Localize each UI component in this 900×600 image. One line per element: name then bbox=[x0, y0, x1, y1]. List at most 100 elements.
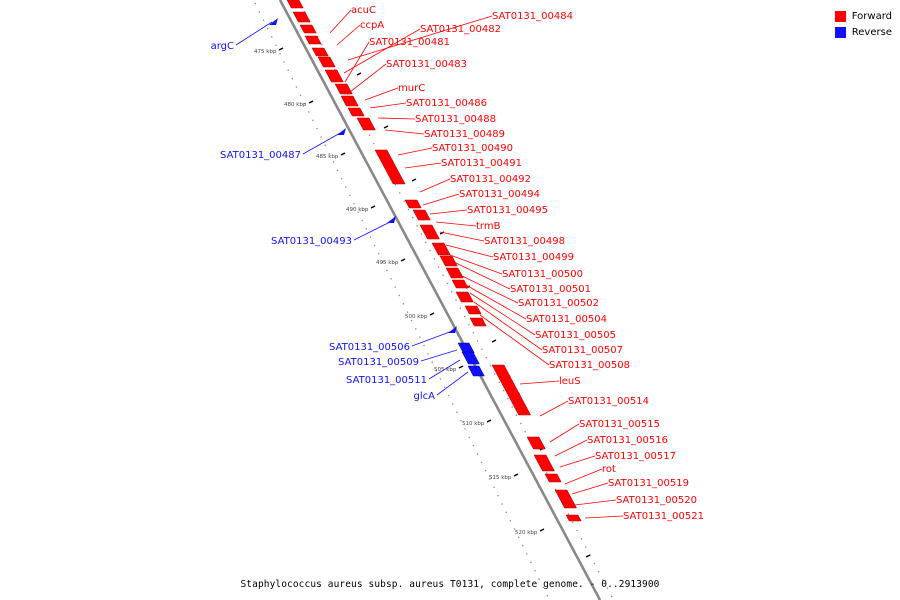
kbp-tick-mark bbox=[411, 178, 417, 182]
forward-gene-block bbox=[455, 291, 474, 303]
forward-gene-block bbox=[286, 0, 304, 9]
forward-gene-label-sat0131-00481: SAT0131_00481 bbox=[369, 37, 450, 48]
forward-gene-label-sat0131-00501: SAT0131_00501 bbox=[510, 284, 591, 295]
forward-gene-label-sat0131-00517: SAT0131_00517 bbox=[595, 451, 676, 462]
forward-gene-label-sat0131-00498: SAT0131_00498 bbox=[484, 236, 565, 247]
forward-swatch bbox=[834, 10, 846, 22]
forward-gene-block bbox=[419, 224, 440, 240]
forward-gene-block bbox=[526, 436, 546, 450]
kbp-tick-label: 515 kbp bbox=[489, 475, 512, 481]
forward-gene-label-acuc: acuC bbox=[351, 5, 376, 16]
forward-gene-block bbox=[356, 117, 376, 131]
forward-gene-label-ccpa: ccpA bbox=[360, 20, 384, 31]
forward-gene-callout bbox=[343, 28, 421, 74]
forward-gene-block bbox=[347, 107, 365, 117]
forward-gene-callout bbox=[479, 314, 550, 366]
forward-gene-block bbox=[445, 267, 464, 279]
forward-gene-block bbox=[292, 11, 311, 23]
forward-gene-callout bbox=[377, 117, 416, 120]
reverse-gene-label-sat0131-00487: SAT0131_00487 bbox=[220, 150, 301, 161]
forward-gene-block bbox=[491, 364, 532, 416]
reverse-gene-callout bbox=[302, 131, 343, 155]
forward-gene-label-sat0131-00508: SAT0131_00508 bbox=[549, 360, 630, 371]
forward-gene-callout bbox=[519, 380, 560, 385]
legend-reverse: Reverse bbox=[834, 24, 892, 40]
forward-gene-callout bbox=[404, 162, 442, 169]
forward-gene-block bbox=[304, 35, 322, 45]
forward-gene-label-trmb: trmB bbox=[476, 221, 501, 232]
kbp-tick-mark bbox=[370, 205, 376, 209]
forward-gene-callout bbox=[584, 515, 624, 519]
forward-gene-callout bbox=[574, 499, 617, 506]
legend-forward: Forward bbox=[834, 8, 892, 24]
forward-gene-block bbox=[311, 47, 329, 57]
forward-gene-callout bbox=[384, 129, 425, 135]
forward-gene-block bbox=[431, 242, 451, 256]
reverse-gene-callout bbox=[428, 359, 461, 380]
kbp-tick-mark bbox=[486, 419, 492, 423]
reverse-gene-label-glca: glcA bbox=[414, 391, 436, 402]
forward-gene-callout bbox=[473, 301, 543, 351]
reverse-gene-arrow bbox=[448, 326, 457, 333]
forward-gene-block bbox=[334, 83, 353, 95]
reverse-gene-label-sat0131-00509: SAT0131_00509 bbox=[338, 357, 419, 368]
kbp-tick-label: 480 kbp bbox=[284, 102, 307, 108]
forward-gene-block bbox=[299, 24, 317, 34]
forward-gene-callout bbox=[364, 87, 399, 101]
forward-gene-label-sat0131-00499: SAT0131_00499 bbox=[493, 252, 574, 263]
forward-gene-label-sat0131-00494: SAT0131_00494 bbox=[459, 189, 540, 200]
legend-forward-label: Forward bbox=[851, 10, 892, 22]
forward-gene-callout bbox=[439, 231, 485, 242]
legend: Forward Reverse bbox=[834, 8, 892, 40]
forward-gene-callout bbox=[539, 400, 569, 417]
forward-gene-block bbox=[412, 209, 431, 221]
forward-gene-callout bbox=[419, 178, 451, 193]
reverse-gene-block bbox=[461, 351, 480, 365]
forward-gene-callout bbox=[559, 455, 596, 468]
forward-gene-callout bbox=[422, 193, 460, 206]
reverse-gene-label-sat0131-00511: SAT0131_00511 bbox=[346, 375, 427, 386]
forward-gene-block bbox=[439, 255, 458, 267]
kbp-tick-label: 490 kbp bbox=[346, 207, 369, 213]
reverse-gene-block bbox=[467, 365, 485, 377]
reverse-gene-callout bbox=[411, 329, 456, 347]
forward-gene-label-sat0131-00504: SAT0131_00504 bbox=[526, 314, 607, 325]
forward-gene-callout bbox=[336, 24, 361, 46]
forward-gene-callout bbox=[429, 209, 468, 215]
reverse-gene-label-sat0131-00506: SAT0131_00506 bbox=[329, 342, 410, 353]
forward-gene-label-sat0131-00521: SAT0131_00521 bbox=[623, 511, 704, 522]
forward-gene-label-sat0131-00520: SAT0131_00520 bbox=[616, 495, 697, 506]
forward-gene-label-leus: leuS bbox=[559, 376, 581, 387]
kbp-tick-mark bbox=[491, 339, 497, 343]
forward-gene-label-sat0131-00507: SAT0131_00507 bbox=[542, 345, 623, 356]
genome-backbone bbox=[278, 0, 602, 600]
forward-gene-block bbox=[464, 305, 482, 315]
forward-gene-block bbox=[533, 454, 555, 472]
forward-gene-label-sat0131-00514: SAT0131_00514 bbox=[568, 396, 649, 407]
forward-gene-callout bbox=[465, 284, 527, 320]
forward-gene-block bbox=[554, 489, 578, 509]
reverse-gene-callout bbox=[235, 21, 273, 46]
forward-gene-label-sat0131-00515: SAT0131_00515 bbox=[579, 419, 660, 430]
kbp-tick-mark bbox=[383, 125, 389, 129]
forward-gene-block bbox=[565, 514, 582, 522]
forward-gene-label-sat0131-00484: SAT0131_00484 bbox=[492, 11, 573, 22]
kbp-tick-mark bbox=[340, 152, 346, 156]
kbp-tick-label: 500 kbp bbox=[405, 314, 428, 320]
reverse-gene-arrow bbox=[387, 216, 396, 223]
forward-gene-label-sat0131-00486: SAT0131_00486 bbox=[406, 98, 487, 109]
forward-gene-callout bbox=[549, 423, 580, 443]
kbp-tick-mark bbox=[458, 365, 464, 369]
forward-gene-label-sat0131-00488: SAT0131_00488 bbox=[415, 114, 496, 125]
forward-gene-block bbox=[374, 149, 406, 185]
forward-gene-label-sat0131-00492: SAT0131_00492 bbox=[450, 174, 531, 185]
reverse-gene-block bbox=[457, 342, 475, 354]
kbp-tick-label: 505 kbp bbox=[434, 367, 457, 373]
forward-gene-label-sat0131-00482: SAT0131_00482 bbox=[420, 24, 501, 35]
forward-gene-block bbox=[340, 95, 359, 107]
forward-gene-callout bbox=[571, 482, 609, 495]
reverse-swatch bbox=[834, 26, 846, 38]
forward-gene-callout bbox=[369, 102, 407, 109]
forward-gene-label-sat0131-00490: SAT0131_00490 bbox=[432, 143, 513, 154]
kbp-tick-mark bbox=[356, 72, 362, 76]
